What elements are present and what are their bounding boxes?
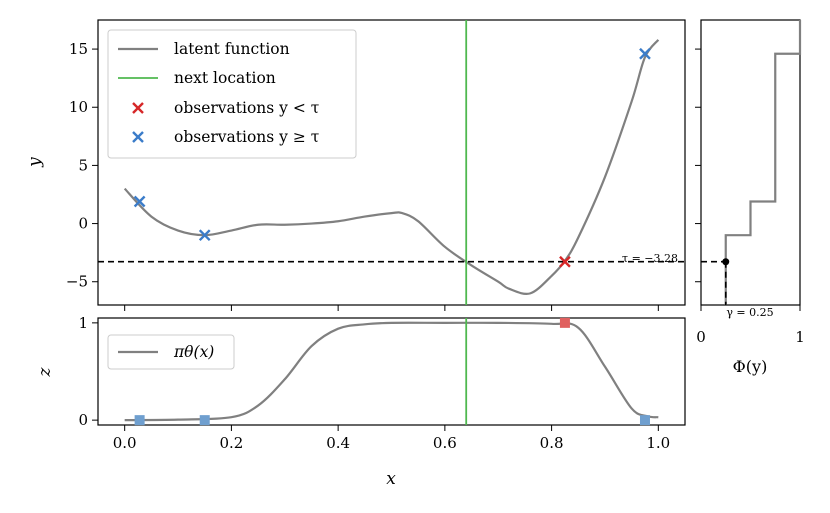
latent-function-line [123,39,660,295]
side-x-axis-label: Φ(y) [733,357,768,376]
main-legend: latent function next location observatio… [107,29,357,159]
observation-high-marker [133,195,146,208]
bottom-y-tick-label: 0 [78,411,88,429]
ecdf-step-line [724,20,802,305]
tau-label: τ = −3.28 [622,252,678,265]
main-y-axis: −5 0 5 10 15 [66,40,98,291]
label-high-marker [134,415,145,426]
legend-obs-high-label: observations y ≥ τ [174,128,319,146]
side-plot-area [701,20,802,305]
main-plot-frame [97,19,686,306]
bottom-legend: πθ(x) [107,334,235,370]
main-y-tick-label: 5 [78,156,88,174]
main-y-axis-label: y [25,157,45,168]
label-low-marker [559,317,570,328]
legend-pi-label: πθ(x) [173,343,214,361]
legend-obs-low-label: observations y < τ [174,99,319,117]
pi-theta-line [124,321,659,422]
bottom-legend-box [107,334,235,370]
side-y-ticks [695,48,701,283]
bottom-x-tick-label: 0.2 [219,434,243,452]
label-high-marker [199,415,210,426]
bottom-x-axis: 0.0 0.2 0.4 0.6 0.8 1.0 [113,425,670,452]
main-y-tick-label: −5 [66,273,88,291]
side-plot-frame [700,19,801,306]
gamma-label: γ = 0.25 [726,306,773,319]
main-plot-area [98,20,685,305]
main-x-ticks [124,305,659,311]
bottom-x-tick-label: 0.0 [113,434,137,452]
main-y-tick-label: 10 [69,98,88,116]
observation-high-marker [639,47,651,60]
legend-next-label: next location [174,69,276,87]
label-high-marker [639,415,650,426]
main-legend-box [107,29,357,159]
bottom-x-tick-label: 0.8 [540,434,564,452]
bottom-y-axis: 01 [78,314,98,429]
observation-low-marker [559,255,571,268]
legend-obs-high-marker [132,131,144,143]
side-x-tick-label: 1 [795,328,805,346]
main-y-tick-label: 0 [78,215,88,233]
main-panel: −5 0 5 10 15 y τ = −3.28 latent function nex… [25,19,686,311]
bottom-y-axis-label: z [35,366,55,377]
bottom-x-tick-label: 0.4 [326,434,350,452]
side-x-tick-label: 0 [696,328,706,346]
legend-obs-low-marker [132,102,144,114]
bottom-plot-area [124,317,659,426]
bottom-x-tick-label: 1.0 [646,434,670,452]
bottom-y-tick-label: 1 [78,314,88,332]
bottom-panel: 01 0.0 0.2 0.4 0.6 0.8 1.0 z x πθ(x) [35,314,686,489]
legend-latent-label: latent function [174,40,290,58]
bottom-x-axis-label: x [386,469,396,489]
observation-high-marker [198,229,211,242]
bottom-plot-frame [97,317,686,426]
gamma-point [722,258,730,266]
bottom-x-tick-label: 0.6 [433,434,457,452]
main-y-tick-label: 15 [69,40,88,58]
